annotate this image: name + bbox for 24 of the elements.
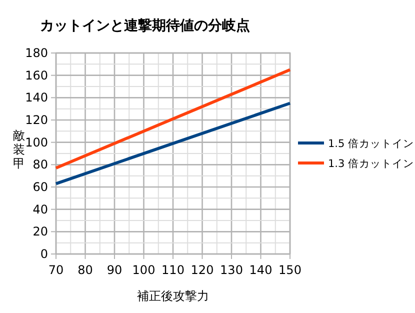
- y-tick-label: 0: [40, 247, 48, 261]
- legend-label: 1.5 倍カットイン: [328, 137, 414, 150]
- x-tick-label: 100: [132, 263, 156, 277]
- x-tick-label: 150: [278, 263, 302, 277]
- y-axis-title: 敵装甲: [13, 128, 25, 170]
- y-tick-label: 160: [25, 68, 48, 82]
- x-axis-title: 補正後攻撃力: [137, 289, 209, 303]
- y-tick-label: 40: [32, 202, 48, 216]
- x-tick-label: 110: [162, 263, 184, 277]
- x-tick-label: 90: [106, 263, 122, 277]
- y-tick-label: 120: [25, 113, 48, 127]
- x-tick-label: 80: [78, 263, 93, 277]
- x-tick-label: 70: [48, 263, 64, 277]
- y-tick-label: 140: [25, 90, 48, 105]
- y-tick-label: 60: [32, 180, 48, 194]
- x-tick-label: 120: [190, 263, 214, 277]
- y-tick-label: 80: [32, 158, 48, 172]
- chart-title: カットインと連撃期待値の分岐点: [40, 18, 250, 34]
- y-tick-label: 100: [25, 135, 48, 150]
- legend-label: 1.3 倍カットイン: [328, 157, 414, 170]
- y-tick-label: 180: [25, 46, 48, 60]
- x-tick-label: 140: [249, 263, 272, 277]
- x-tick-label: 130: [220, 263, 243, 277]
- y-tick-label: 20: [32, 224, 48, 239]
